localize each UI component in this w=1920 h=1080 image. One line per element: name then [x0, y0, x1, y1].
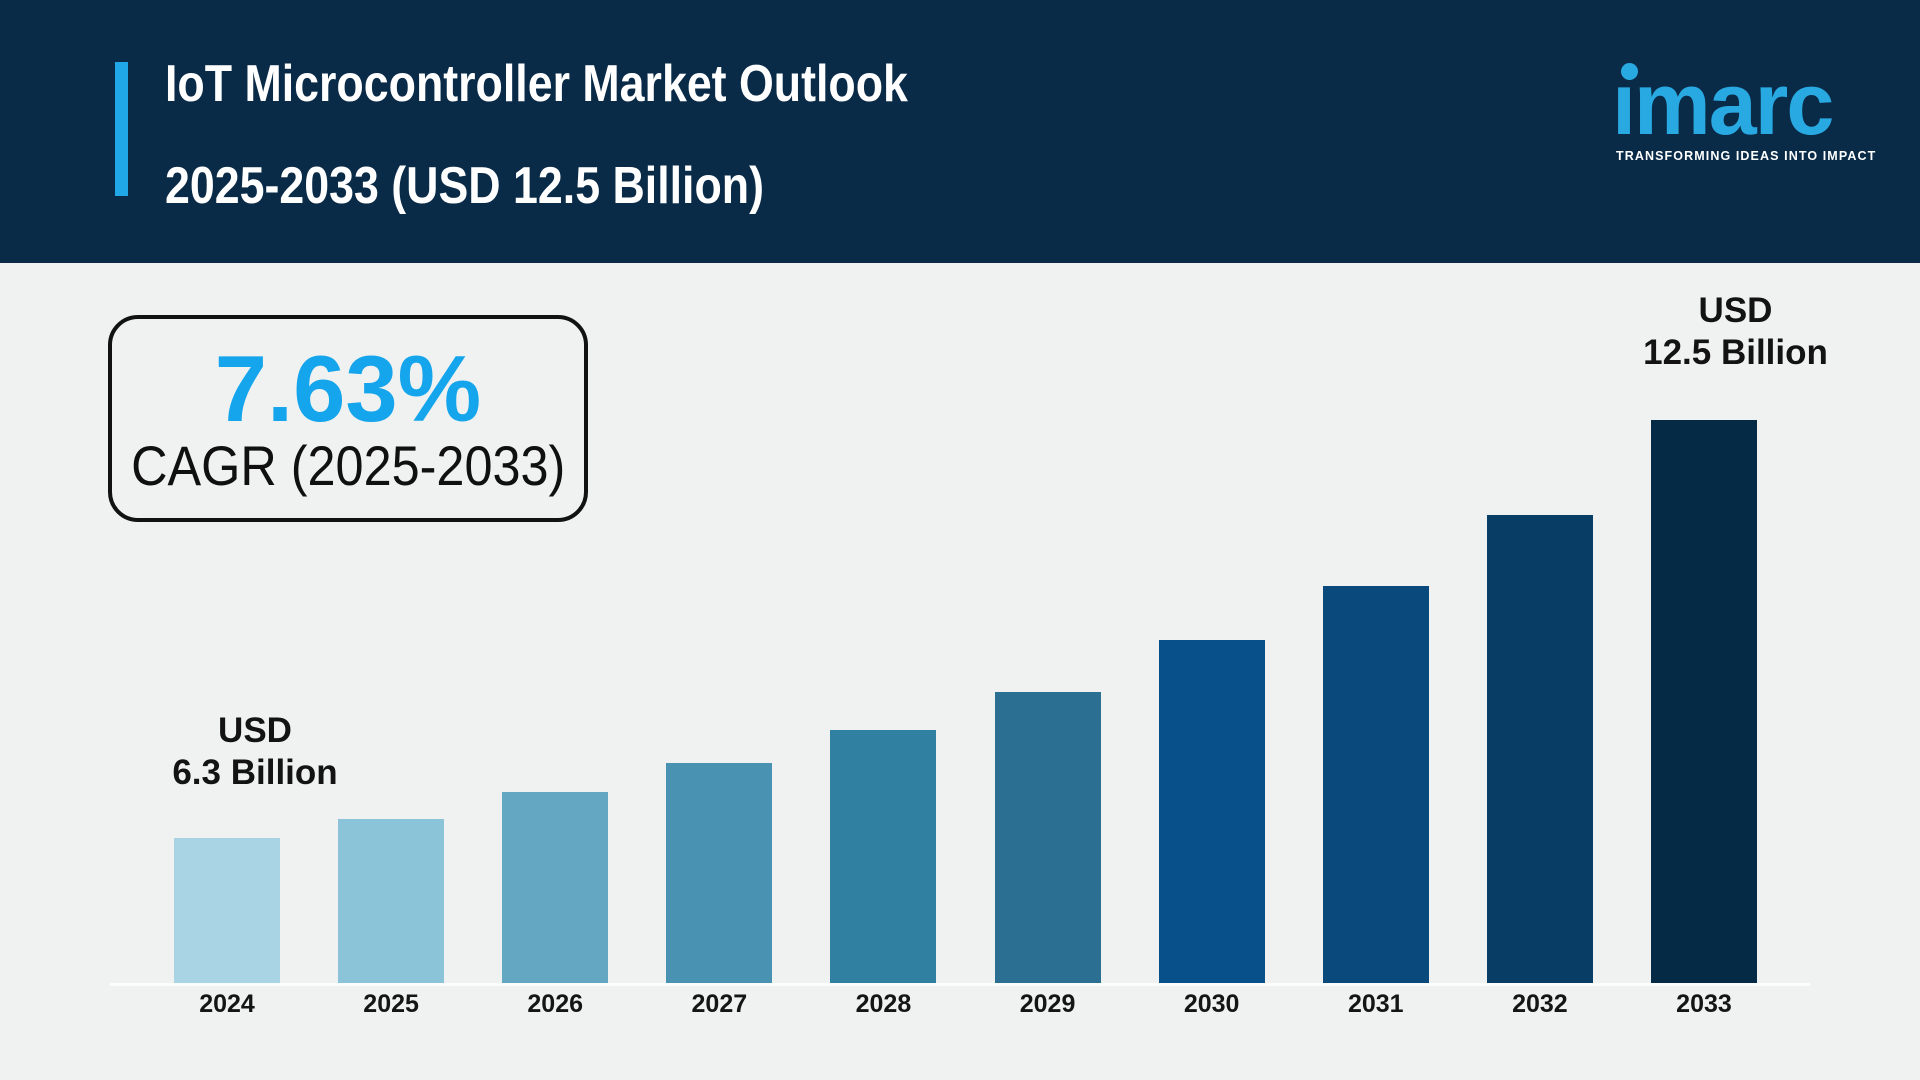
bar-2033 [1650, 420, 1757, 983]
logo-tagline: TRANSFORMING IDEAS INTO IMPACT [1616, 149, 1877, 163]
year-label-2033: 2033 [1676, 990, 1732, 1018]
year-label-2029: 2029 [1019, 990, 1076, 1018]
bar-2027 [666, 763, 773, 983]
year-label-2025: 2025 [363, 990, 419, 1018]
header-banner: IoT Microcontroller Market Outlook 2025-… [0, 0, 1920, 263]
year-label-2028: 2028 [855, 990, 912, 1018]
cagr-value: 7.63% [214, 336, 482, 442]
cagr-badge: 7.63% CAGR (2025-2033) [108, 315, 588, 522]
bar-chart [174, 420, 1757, 983]
bar-2024 [174, 838, 280, 983]
bar-2032 [1486, 515, 1593, 983]
bar-2025 [338, 819, 445, 983]
year-label-2032: 2032 [1512, 990, 1568, 1018]
bar-2029 [994, 692, 1101, 983]
title-accent-bar [115, 62, 128, 196]
year-label-2027: 2027 [691, 990, 748, 1018]
bar-2030 [1158, 640, 1265, 983]
year-label-2031: 2031 [1347, 990, 1404, 1018]
bar-2028 [830, 730, 937, 983]
year-label-2030: 2030 [1183, 990, 1240, 1018]
year-label-2024: 2024 [199, 990, 255, 1018]
x-axis-baseline [110, 983, 1810, 986]
cagr-label: CAGR (2025-2033) [130, 434, 566, 498]
logo-wordmark: ımarc [1612, 54, 1834, 153]
page-title-line2: 2025-2033 (USD 12.5 Billion) [165, 157, 765, 215]
value-annotation-2024: USD 6.3 Billion [172, 711, 338, 792]
value-annotation-2033: USD 12.5 Billion [1643, 291, 1828, 372]
page-title-line1: IoT Microcontroller Market Outlook [165, 55, 908, 113]
bar-2031 [1322, 586, 1429, 983]
x-axis-tick-labels: 2024 2025 2026 2027 2028 2029 2030 2031 2032 2033 [174, 990, 1757, 1019]
year-label-2026: 2026 [527, 990, 584, 1018]
bar-2026 [502, 792, 609, 983]
logo-i-dot-icon [1621, 63, 1638, 80]
